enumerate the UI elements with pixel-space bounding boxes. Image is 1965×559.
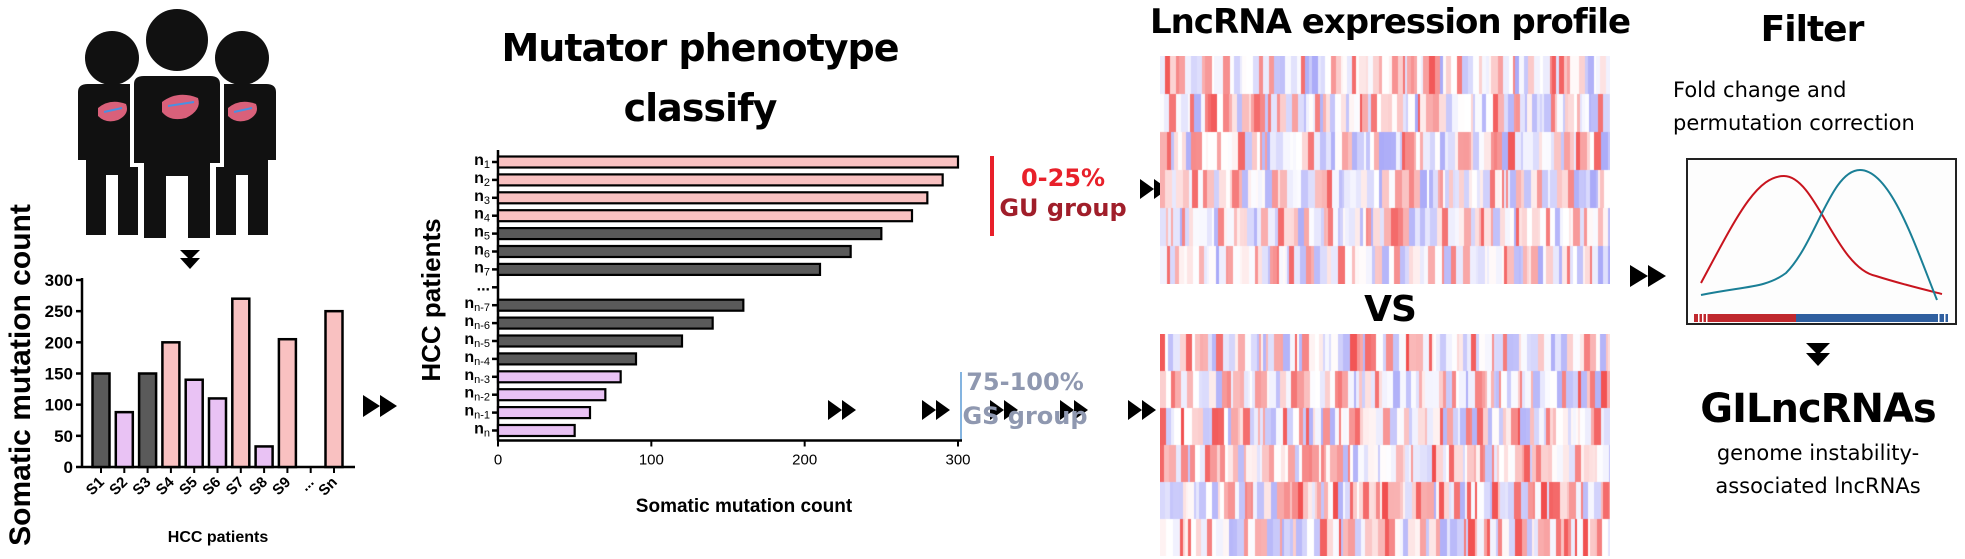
bar-n4 <box>496 209 914 223</box>
right-double-arrow-icon <box>922 400 950 420</box>
gs-group-percent: 75-100% <box>966 368 1084 396</box>
y-tick-label: 50 <box>54 427 73 446</box>
bar-s7 <box>231 297 251 469</box>
gu-rug <box>1694 314 1796 322</box>
result-desc-line2: associated lncRNAs <box>1715 474 1921 498</box>
middle-chart-ylabel: HCC patients <box>416 218 446 381</box>
x-tick-label: 300 <box>945 452 970 469</box>
result-title: GILncRNAs <box>1700 386 1936 432</box>
middle-title-line2: classify <box>623 86 778 130</box>
middle-chart-xlabel: Somatic mutation count <box>636 496 853 517</box>
left-chart-xlabel: HCC patients <box>168 529 269 546</box>
bar-nn-5 <box>496 334 684 348</box>
bar-s6 <box>207 397 228 469</box>
x-tick-label: 200 <box>792 452 817 469</box>
y-tick-label: nn-2 <box>464 385 490 404</box>
right-double-arrow-icon <box>1630 265 1666 287</box>
bar-n5 <box>496 227 883 241</box>
y-tick-label: ... <box>477 277 490 294</box>
bar-nn-3 <box>496 370 622 384</box>
y-tick-label: nn-5 <box>464 331 490 350</box>
bar-n3 <box>496 191 929 205</box>
x-tick-label: 100 <box>639 452 664 469</box>
filter-title: Filter <box>1760 9 1865 50</box>
right-double-arrow-icon <box>1128 400 1156 420</box>
vs-label: VS <box>1364 289 1417 330</box>
left-bar-chart: Somatic mutation count HCC patients 0 50 1… <box>4 204 355 546</box>
y-tick-label: 250 <box>45 302 73 321</box>
right-double-arrow-icon <box>990 400 1018 420</box>
gs-rug <box>1796 314 1948 322</box>
bar-sn <box>324 309 344 469</box>
bar-nn-6 <box>496 316 714 330</box>
y-tick-label: nn-4 <box>464 349 490 368</box>
result-desc-line1: genome instability- <box>1716 441 1920 465</box>
y-tick-label: n4 <box>474 206 490 225</box>
bar-n7 <box>496 262 822 276</box>
y-tick-label: 100 <box>45 396 73 415</box>
x-tick-label: 0 <box>494 452 502 469</box>
y-tick-label: nn-1 <box>464 403 490 422</box>
bar-n1 <box>496 155 960 169</box>
bar-s4 <box>161 341 181 469</box>
gu-group-label: GU group <box>999 194 1126 222</box>
hcc-patients-icon <box>78 5 276 240</box>
y-tick-label: 150 <box>45 365 73 384</box>
bar-s2 <box>114 410 135 469</box>
y-tick-label: n6 <box>474 242 490 261</box>
bar-nn-1 <box>496 406 592 420</box>
y-tick-label: nn-6 <box>464 313 490 332</box>
liver-icon <box>98 94 257 122</box>
heatmap-title: LncRNA expression profile <box>1149 2 1631 42</box>
y-tick-label: 200 <box>45 333 73 352</box>
bar-nn-4 <box>496 352 638 366</box>
bar-nn <box>496 423 576 438</box>
bar-s1 <box>91 372 111 469</box>
y-tick-label: n2 <box>474 170 490 189</box>
middle-title-line1: Mutator phenotype <box>501 26 899 70</box>
bar-n2 <box>496 173 944 187</box>
gu-group-percent: 0-25% <box>1021 164 1105 192</box>
y-tick-label: nn <box>474 421 490 440</box>
y-tick-label: n1 <box>474 152 490 171</box>
bar-s9 <box>277 337 298 469</box>
right-double-arrow-icon <box>828 400 856 420</box>
y-tick-label: nn-7 <box>464 295 490 314</box>
right-double-arrow-icon <box>1060 400 1088 420</box>
bar-n6 <box>496 244 852 259</box>
gs-group-expression-heatmap <box>1160 334 1610 556</box>
gs-density-curve <box>1700 168 1938 301</box>
density-plot <box>1686 158 1957 325</box>
y-tick-label: 0 <box>64 458 73 477</box>
bar-s5 <box>184 378 204 469</box>
y-tick-label: n5 <box>474 224 490 243</box>
filter-desc-line1: Fold change and <box>1673 78 1847 102</box>
mutator-phenotype-bar-chart: HCC patients Somatic mutation count 0-25… <box>416 150 1127 517</box>
y-tick-label: n7 <box>474 259 490 278</box>
filter-desc-line2: permutation correction <box>1673 111 1915 135</box>
bar-s8 <box>254 445 274 469</box>
y-tick-label: nn-3 <box>464 367 490 386</box>
bar-nn-2 <box>496 388 607 402</box>
right-double-arrow-icon <box>363 395 397 417</box>
gs-group-label: GS group <box>962 402 1087 430</box>
y-tick-label: n3 <box>474 188 490 207</box>
left-chart-ylabel: Somatic mutation count <box>4 204 37 546</box>
y-tick-label: 300 <box>45 271 73 290</box>
gu-density-curve <box>1700 174 1943 295</box>
gu-group-expression-heatmap <box>1160 56 1610 284</box>
bar-nn-7 <box>496 298 745 312</box>
down-double-arrow-icon <box>1806 343 1830 366</box>
down-double-arrow-icon <box>180 250 200 269</box>
bar-s3 <box>137 372 158 469</box>
